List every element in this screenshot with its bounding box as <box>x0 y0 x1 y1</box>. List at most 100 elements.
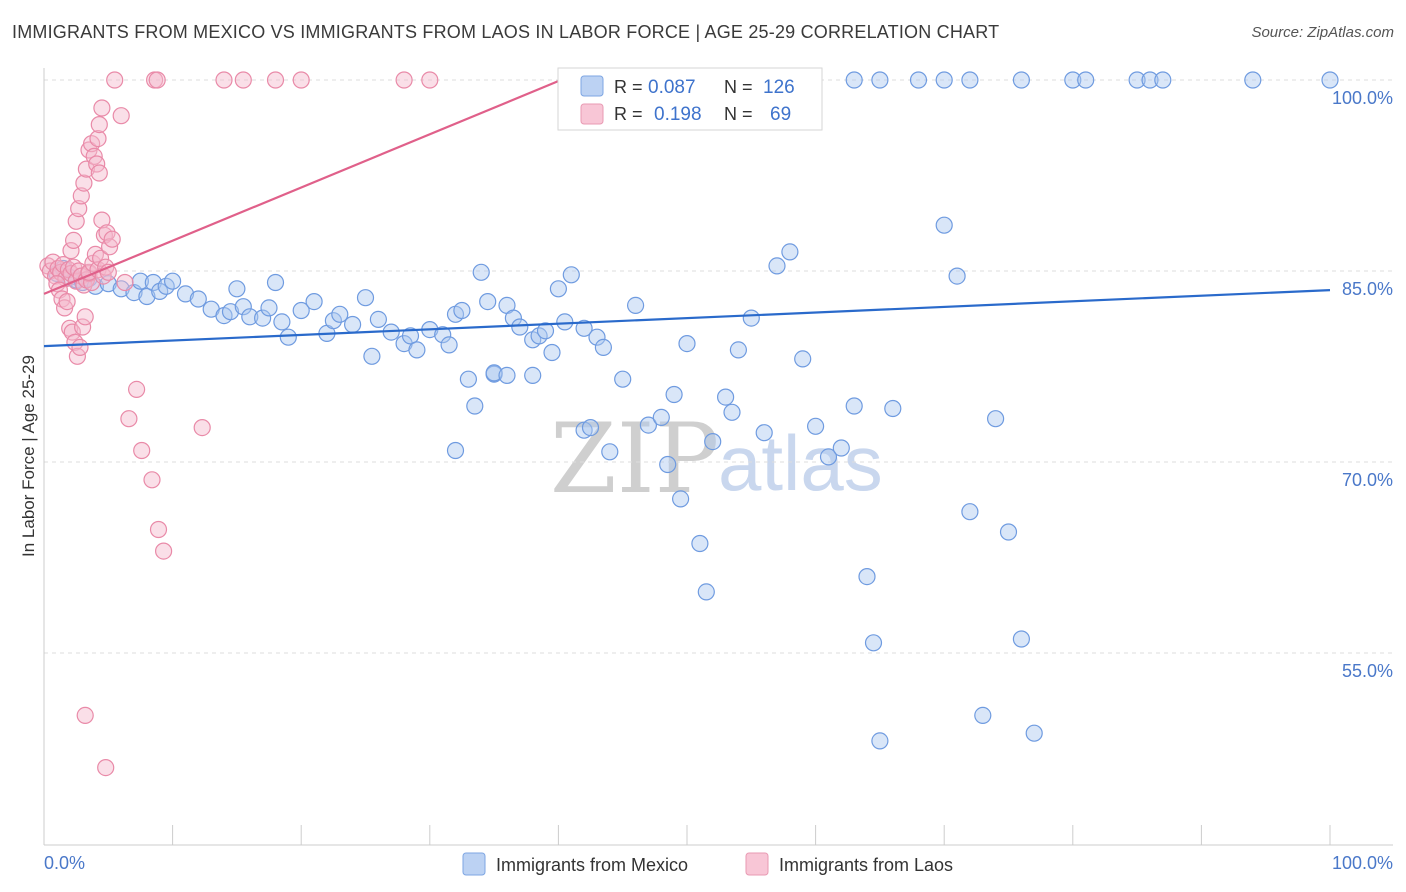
mexico-point-22 <box>234 298 252 316</box>
stats-n-value-mexico: 126 <box>763 77 795 98</box>
mexico-point-116 <box>909 71 928 89</box>
laos-point-41 <box>70 200 88 218</box>
bottom-legend: Immigrants from Mexico Immigrants from L… <box>462 852 953 876</box>
mexico-point-82 <box>704 433 722 451</box>
laos-point-44 <box>77 160 96 178</box>
mexico-point-20 <box>221 303 240 321</box>
laos-point-62 <box>193 419 211 437</box>
x-tick-label-min: 0.0% <box>44 853 85 873</box>
mexico-point-46 <box>453 301 471 320</box>
stats-r-label-laos: R = <box>614 104 643 124</box>
laos-point-69 <box>234 71 252 89</box>
mexico-point-80 <box>691 534 709 553</box>
mexico-point-47 <box>459 370 477 388</box>
y-tick-label-0: 100.0% <box>1332 88 1393 108</box>
mexico-point-64 <box>594 338 613 356</box>
laos-point-34 <box>91 249 110 267</box>
mexico-point-98 <box>884 399 902 418</box>
mexico-point-15 <box>164 272 182 290</box>
stats-r-value-mexico: 0.087 <box>648 77 696 98</box>
x-ticks <box>43 825 1331 845</box>
mexico-point-77 <box>665 385 683 404</box>
mexico-point-92 <box>819 448 838 466</box>
mexico-point-106 <box>1025 724 1043 742</box>
mexico-point-70 <box>581 419 600 437</box>
laos-point-63 <box>76 706 94 725</box>
y-axis-label: In Labor Force | Age 25-29 <box>19 355 38 557</box>
mexico-point-62 <box>575 319 593 337</box>
laos-point-27 <box>71 338 89 356</box>
laos-point-40 <box>67 212 85 230</box>
trend-lines <box>43 78 1331 348</box>
mexico-point-101 <box>961 503 979 521</box>
laos-point-59 <box>143 471 161 489</box>
mexico-point-96 <box>864 634 883 652</box>
y-tick-label-1: 85.0% <box>1342 279 1393 299</box>
mexico-point-75 <box>652 408 670 426</box>
mexico-point-12 <box>144 273 162 292</box>
mexico-point-84 <box>723 403 741 421</box>
laos-point-77 <box>90 115 108 134</box>
mexico-point-71 <box>601 443 619 461</box>
mexico-point-54 <box>511 318 529 336</box>
axes <box>43 68 1393 846</box>
y-tick-label-2: 70.0% <box>1342 470 1393 490</box>
mexico-point-44 <box>440 336 458 354</box>
y-tick-labels: 100.0% 85.0% 70.0% 55.0% <box>1332 88 1393 681</box>
stats-swatch-laos <box>580 103 604 125</box>
mexico-point-121 <box>1077 71 1095 89</box>
mexico-point-68 <box>498 366 516 384</box>
mexico-point-119 <box>1012 71 1031 89</box>
stats-legend: R = 0.087 N = 126 R = 0.198 N = 69 <box>557 67 823 131</box>
stats-swatch-mexico <box>580 75 604 97</box>
mexico-point-43 <box>434 326 452 344</box>
mexico-point-23 <box>241 308 259 326</box>
mexico-point-72 <box>614 370 632 388</box>
mexico-point-115 <box>871 71 889 89</box>
mexico-point-57 <box>536 322 555 340</box>
laos-point-49 <box>90 164 108 182</box>
mexico-point-125 <box>1244 71 1262 89</box>
mexico-point-33 <box>331 305 349 323</box>
mexico-point-91 <box>806 417 825 435</box>
laos-point-64 <box>97 758 115 777</box>
mexico-point-79 <box>678 335 696 353</box>
laos-point-55 <box>116 273 134 292</box>
mexico-point-34 <box>344 315 362 334</box>
series-mexico-points <box>48 71 1339 750</box>
mexico-point-94 <box>845 397 863 415</box>
mexico-point-60 <box>556 313 574 331</box>
mexico-point-28 <box>279 328 297 346</box>
stats-n-value-laos: 69 <box>770 104 791 125</box>
mexico-point-122 <box>1128 71 1146 89</box>
stats-n-label-laos: N = <box>724 104 753 124</box>
mexico-point-25 <box>260 299 278 317</box>
mexico-point-93 <box>832 439 850 457</box>
mexico-point-26 <box>266 273 285 292</box>
laos-point-73 <box>421 71 439 89</box>
laos-point-74 <box>93 99 111 117</box>
mexico-point-117 <box>935 71 953 89</box>
mexico-point-103 <box>986 410 1005 428</box>
gridlines <box>44 79 1393 654</box>
laos-point-58 <box>133 441 151 460</box>
laos-point-56 <box>120 410 138 428</box>
mexico-point-32 <box>324 312 342 330</box>
laos-point-39 <box>64 231 83 249</box>
mexico-point-100 <box>948 267 966 285</box>
watermark: ZIP atlas <box>550 403 883 515</box>
mexico-point-50 <box>479 293 497 311</box>
mexico-point-37 <box>369 310 387 328</box>
mexico-point-27 <box>273 313 291 331</box>
mexico-point-83 <box>716 388 735 406</box>
mexico-point-114 <box>845 71 863 89</box>
laos-point-68 <box>215 71 233 89</box>
mexico-point-118 <box>961 71 979 89</box>
mexico-point-105 <box>1012 630 1031 648</box>
mexico-point-104 <box>999 523 1018 541</box>
laos-point-61 <box>155 542 173 560</box>
mexico-point-78 <box>671 490 690 508</box>
mexico-point-123 <box>1141 71 1159 89</box>
mexico-point-61 <box>562 266 580 284</box>
